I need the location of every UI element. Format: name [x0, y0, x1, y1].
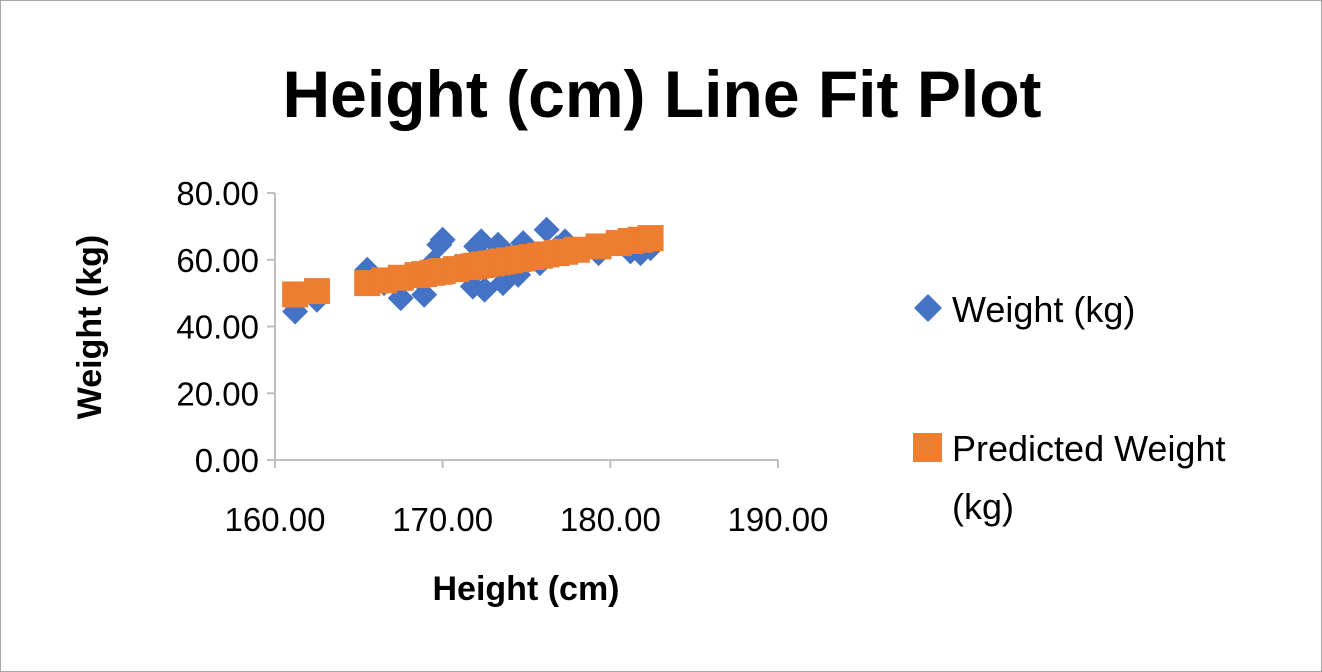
tick-marks [267, 192, 779, 468]
tick-labels: 160.00 170.00 180.00 190.00 0.00 20.00 40.00 60… [176, 175, 828, 538]
legend-weight-marker-icon [914, 294, 942, 322]
predicted-weight-data-point [303, 278, 330, 305]
series-predicted-weight [282, 225, 664, 308]
predicted-weight-data-point [282, 281, 309, 308]
y-axis-title: Weight (kg) [71, 235, 109, 419]
x-tick-label: 160.00 [225, 501, 326, 538]
predicted-weight-data-point [637, 225, 664, 252]
y-tick-label: 40.00 [176, 309, 259, 346]
weight-data-point [468, 228, 495, 255]
y-tick-label: 60.00 [176, 242, 259, 279]
legend: Weight (kg) Predicted Weight (kg) [913, 289, 1225, 527]
weight-data-point [429, 226, 456, 253]
x-tick-label: 180.00 [560, 501, 661, 538]
legend-predicted-label-line2: (kg) [952, 486, 1014, 527]
weight-data-point [411, 281, 438, 308]
y-tick-label: 80.00 [176, 175, 259, 212]
x-axis-title: Height (cm) [433, 570, 620, 608]
y-tick-label: 20.00 [176, 375, 259, 412]
legend-predicted-label-line1: Predicted Weight [952, 428, 1225, 469]
predicted-weight-data-point [563, 236, 590, 263]
y-tick-label: 0.00 [195, 442, 259, 479]
weight-data-point [533, 216, 560, 243]
axes [274, 193, 778, 461]
legend-weight-label: Weight (kg) [952, 289, 1135, 330]
x-tick-label: 170.00 [392, 501, 493, 538]
legend-predicted-marker-icon [913, 433, 942, 462]
chart-title: Height (cm) Line Fit Plot [283, 57, 1042, 131]
x-tick-label: 190.00 [728, 501, 829, 538]
weight-data-point [484, 231, 511, 258]
